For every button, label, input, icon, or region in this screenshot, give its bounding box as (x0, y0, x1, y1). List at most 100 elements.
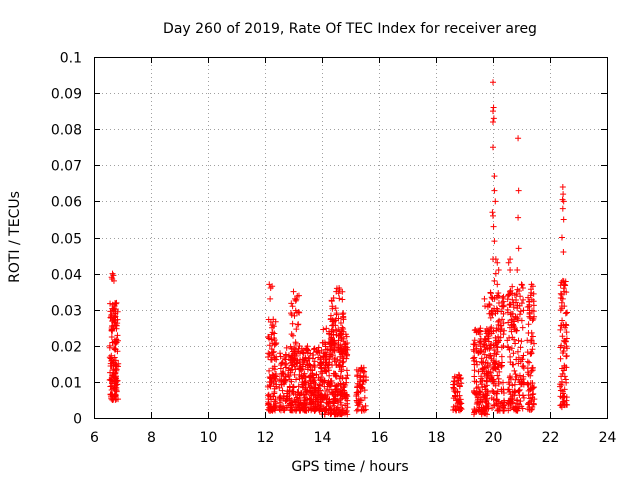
data-point (494, 396, 501, 403)
x-tick-label: 12 (257, 430, 275, 446)
data-point (487, 289, 494, 296)
data-point (266, 367, 273, 374)
data-point (286, 365, 293, 372)
data-point (283, 344, 290, 351)
data-point (479, 408, 486, 415)
y-tick-label: 0.01 (51, 376, 82, 392)
data-point (361, 394, 368, 401)
data-point (520, 373, 527, 380)
data-point (285, 373, 292, 380)
data-point (496, 368, 503, 375)
data-point (562, 282, 569, 289)
data-point (490, 212, 496, 219)
data-point (299, 361, 306, 368)
data-point (481, 335, 488, 342)
data-point (557, 326, 564, 333)
data-point (291, 295, 298, 302)
data-point (524, 358, 531, 365)
data-point (333, 373, 340, 380)
data-point (517, 293, 524, 300)
data-point (293, 309, 300, 316)
data-point (507, 396, 514, 403)
data-point (490, 402, 497, 409)
data-point (456, 383, 463, 390)
data-point (115, 396, 122, 403)
data-point (495, 333, 502, 340)
data-point (340, 355, 347, 362)
data-point (561, 303, 568, 310)
data-point (490, 256, 496, 263)
data-point (108, 395, 115, 402)
data-point (526, 298, 533, 305)
data-point (494, 372, 501, 379)
data-point (491, 173, 498, 180)
data-point (264, 383, 271, 390)
data-point (108, 386, 115, 393)
data-point (529, 380, 536, 387)
data-point (497, 322, 504, 329)
data-point (353, 393, 360, 400)
data-point (269, 393, 276, 400)
data-point (358, 383, 365, 390)
data-point (284, 371, 291, 378)
data-point (487, 314, 494, 321)
data-point (289, 303, 296, 310)
data-point (363, 377, 370, 384)
x-tick-label: 14 (314, 430, 332, 446)
data-point (557, 322, 564, 329)
y-tick-label: 0.03 (51, 304, 82, 320)
data-point (484, 360, 491, 367)
x-tick-label: 8 (147, 430, 156, 446)
data-point (512, 340, 519, 347)
data-point (563, 335, 570, 342)
data-point (490, 118, 496, 125)
data-point (112, 346, 119, 353)
data-point (529, 317, 536, 324)
data-point (313, 371, 320, 378)
data-point (560, 367, 567, 374)
data-point (527, 386, 534, 393)
data-point (526, 307, 533, 314)
data-point (291, 344, 298, 351)
data-point (341, 341, 348, 348)
data-point (491, 347, 498, 354)
data-point (482, 409, 489, 416)
data-point (362, 402, 369, 409)
data-point (297, 356, 304, 363)
data-point (293, 296, 300, 303)
data-point (271, 354, 278, 361)
data-point (511, 336, 518, 343)
data-point (518, 317, 525, 324)
data-point (562, 338, 569, 345)
data-point (487, 369, 494, 376)
data-point (485, 405, 492, 412)
data-point (315, 344, 322, 351)
data-point (491, 390, 498, 397)
data-point (561, 373, 568, 380)
data-point (295, 400, 302, 407)
data-point (283, 397, 290, 404)
data-point (286, 395, 293, 402)
data-point (107, 300, 114, 307)
data-point (505, 319, 512, 326)
data-point (295, 321, 302, 328)
data-point (561, 386, 568, 393)
data-point (279, 387, 286, 394)
data-point (339, 374, 346, 381)
data-point (484, 371, 491, 378)
data-point (272, 407, 279, 414)
data-point (481, 383, 488, 390)
data-point (500, 390, 507, 397)
data-point (491, 305, 498, 312)
data-point (507, 287, 514, 294)
data-point (529, 391, 536, 398)
data-point (482, 303, 489, 310)
data-point (473, 385, 480, 392)
data-point (471, 354, 478, 361)
data-point (494, 407, 501, 414)
data-point (498, 353, 505, 360)
data-point (324, 362, 331, 369)
data-point (288, 362, 295, 369)
data-point (277, 365, 284, 372)
